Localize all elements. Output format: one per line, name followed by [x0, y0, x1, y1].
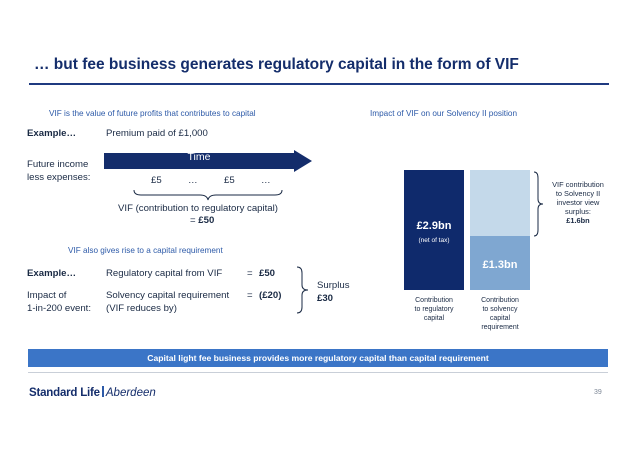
reg-cap-value: £50 [259, 268, 276, 279]
less-expenses-label: less expenses: [27, 172, 91, 183]
bar1-value: £2.9bn [416, 220, 452, 232]
side-note-line1: VIF contribution [552, 180, 604, 189]
requirement-heading: VIF also gives rise to a capital require… [68, 246, 223, 255]
company-logo: Standard Life Aberdeen [29, 386, 156, 399]
side-note-line2: to Solvency II [555, 189, 601, 198]
side-note-value: £1.6bn [566, 216, 590, 225]
vif-reduces-text: (VIF reduces by) [106, 303, 177, 314]
surplus-value: £30 [317, 293, 334, 304]
example2-label: Example… [27, 268, 77, 279]
bar2-caption-line1: Contribution [481, 297, 519, 304]
cash-flow-2: £5 [224, 175, 235, 186]
page-title: … but fee business generates regulatory … [34, 56, 519, 73]
future-income-label: Future income [27, 159, 89, 170]
page-number: 39 [594, 389, 602, 396]
premium-text: Premium paid of £1,000 [106, 128, 208, 139]
scr-text: Solvency capital requirement [106, 290, 230, 301]
vif-value: £50 [198, 215, 215, 226]
vif-caption-eq: = [190, 215, 199, 226]
solvency-requirement-segment [470, 236, 530, 290]
surplus-brace [296, 266, 309, 314]
scr-value: (£20) [259, 290, 282, 301]
flows-brace [133, 189, 283, 201]
impact-event-label: 1-in-200 event: [27, 303, 91, 314]
solvency-section-heading: Impact of VIF on our Solvency II positio… [370, 109, 517, 118]
title-divider [29, 83, 609, 85]
cash-flow-ellipsis-2: … [261, 175, 271, 186]
time-arrow [104, 150, 312, 172]
vif-surplus-brace [533, 171, 544, 237]
reg-cap-text: Regulatory capital from VIF [106, 268, 223, 279]
reg-cap-eq: = [247, 268, 253, 279]
surplus-label: Surplus [317, 280, 350, 291]
bar2-caption-line3: capital [489, 315, 511, 322]
time-label: Time [187, 151, 211, 163]
side-note-line4: surplus: [565, 207, 591, 216]
cash-flow-1: £5 [151, 175, 162, 186]
scr-eq: = [247, 290, 253, 301]
bar1-sub: (net of tax) [418, 237, 450, 244]
vif-surplus-segment [470, 169, 530, 237]
bar1-caption-line1: Contribution [415, 297, 453, 304]
regulatory-capital-bar [404, 169, 464, 290]
vif-caption: VIF (contribution to regulatory capital) [118, 203, 278, 214]
bar1-caption-line2: to regulatory [414, 306, 454, 313]
logo-standard-life: Standard Life [29, 387, 100, 399]
impact-label: Impact of [27, 290, 67, 301]
logo-aberdeen: Aberdeen [105, 387, 156, 399]
example-label: Example… [27, 128, 77, 139]
footer-divider [28, 372, 608, 373]
bar2-value: £1.3bn [482, 259, 518, 271]
bar1-caption-line3: capital [423, 315, 445, 322]
cash-flow-ellipsis-1: … [188, 175, 198, 186]
conclusion-banner: Capital light fee business provides more… [28, 349, 608, 367]
vif-section-heading: VIF is the value of future profits that … [49, 109, 256, 118]
bar2-caption-line4: requirement [481, 324, 519, 331]
logo-divider [101, 386, 104, 397]
bar2-caption-line2: to solvency [482, 306, 518, 313]
side-note-line3: investor view [556, 198, 600, 207]
